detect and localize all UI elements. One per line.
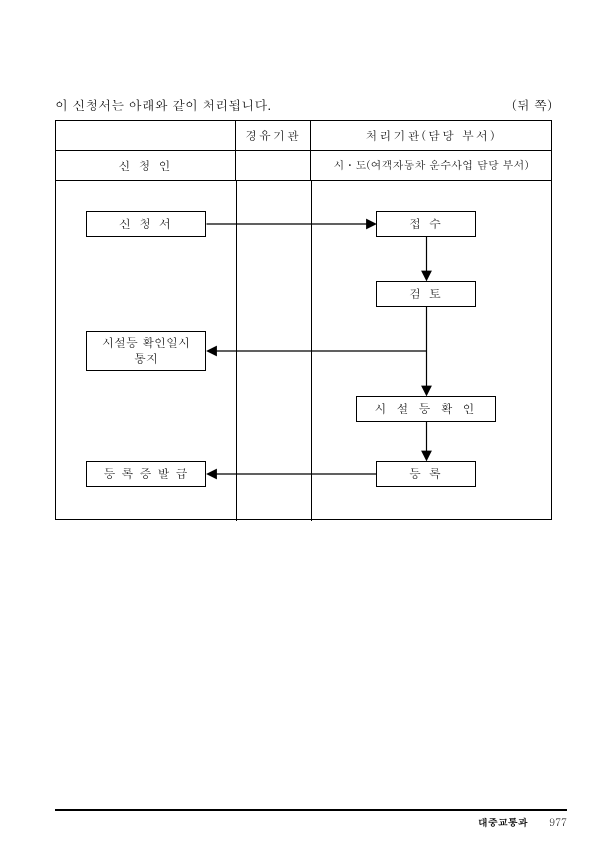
col-via-empty — [236, 151, 311, 180]
header-row-1: 경유기관 처리기관(담당 부서) — [56, 121, 551, 151]
node-notice: 시설등 확인일시 통지 — [86, 331, 206, 371]
top-line: 이 신청서는 아래와 같이 처리됩니다. (뒤 쪽) — [55, 95, 552, 114]
page-side: (뒤 쪽) — [512, 95, 552, 114]
node-receipt: 접 수 — [376, 211, 476, 237]
col-processor-sub: 시ㆍ도(여객자동차 운수사업 담당 부서) — [311, 151, 551, 180]
footer: 대중교통과 977 — [478, 815, 567, 829]
footer-rule — [55, 809, 567, 812]
flow-body: 신 청 서 시설등 확인일시 통지 등 록 증 발 급 접 수 검 토 시 설 … — [56, 181, 551, 521]
footer-page-number: 977 — [549, 815, 567, 829]
footer-dept: 대중교통과 — [478, 815, 528, 829]
col-applicant-header — [56, 121, 236, 150]
node-review: 검 토 — [376, 281, 476, 307]
col-processor-header: 처리기관(담당 부서) — [311, 121, 551, 150]
node-register: 등 록 — [376, 461, 476, 487]
divider-2 — [311, 181, 312, 521]
col-via-header: 경유기관 — [236, 121, 311, 150]
intro-text: 이 신청서는 아래와 같이 처리됩니다. — [55, 95, 271, 114]
col-applicant-label: 신 청 인 — [56, 151, 236, 180]
page: 이 신청서는 아래와 같이 처리됩니다. (뒤 쪽) 경유기관 처리기관(담당 … — [0, 0, 607, 520]
node-facility-check: 시 설 등 확 인 — [356, 396, 496, 422]
node-issue: 등 록 증 발 급 — [86, 461, 206, 487]
divider-1 — [236, 181, 237, 521]
node-application: 신 청 서 — [86, 211, 206, 237]
header-row-2: 신 청 인 시ㆍ도(여객자동차 운수사업 담당 부서) — [56, 151, 551, 181]
flow-container: 경유기관 처리기관(담당 부서) 신 청 인 시ㆍ도(여객자동차 운수사업 담당… — [55, 120, 552, 520]
